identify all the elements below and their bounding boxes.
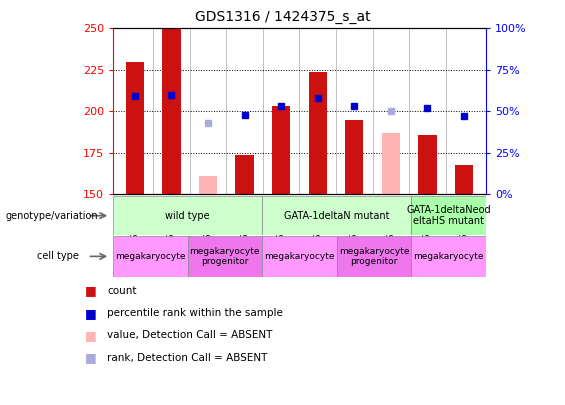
Text: ■: ■ — [85, 329, 97, 342]
Bar — [113, 236, 188, 277]
Bar — [262, 236, 337, 277]
Bar — [236, 155, 254, 194]
Bar — [272, 107, 290, 194]
Text: megakaryocyte: megakaryocyte — [414, 252, 484, 261]
Text: GDS1316 / 1424375_s_at: GDS1316 / 1424375_s_at — [195, 10, 370, 24]
Text: count: count — [107, 286, 137, 296]
Bar — [113, 196, 262, 235]
Bar — [308, 72, 327, 194]
Text: value, Detection Call = ABSENT: value, Detection Call = ABSENT — [107, 330, 273, 340]
Bar — [126, 62, 144, 194]
Bar — [411, 196, 486, 235]
Bar — [382, 133, 400, 194]
Bar — [411, 236, 486, 277]
Bar — [455, 164, 473, 194]
Text: genotype/variation: genotype/variation — [6, 211, 98, 221]
Text: megakaryocyte
progenitor: megakaryocyte progenitor — [190, 247, 260, 266]
Text: megakaryocyte
progenitor: megakaryocyte progenitor — [339, 247, 409, 266]
Bar — [199, 176, 217, 194]
Text: GATA-1deltaN mutant: GATA-1deltaN mutant — [284, 211, 389, 221]
Bar — [345, 119, 363, 194]
Text: ■: ■ — [85, 351, 97, 364]
Text: ■: ■ — [85, 284, 97, 297]
Bar — [337, 236, 411, 277]
Text: ■: ■ — [85, 307, 97, 320]
Text: cell type: cell type — [37, 252, 79, 261]
Bar — [188, 236, 262, 277]
Text: wild type: wild type — [166, 211, 210, 221]
Bar — [262, 196, 411, 235]
Text: megakaryocyte: megakaryocyte — [115, 252, 185, 261]
Text: rank, Detection Call = ABSENT: rank, Detection Call = ABSENT — [107, 353, 268, 362]
Text: percentile rank within the sample: percentile rank within the sample — [107, 308, 283, 318]
Text: megakaryocyte: megakaryocyte — [264, 252, 334, 261]
Bar — [162, 28, 181, 194]
Bar — [418, 134, 437, 194]
Text: GATA-1deltaNeod
eltaHS mutant: GATA-1deltaNeod eltaHS mutant — [406, 205, 491, 226]
